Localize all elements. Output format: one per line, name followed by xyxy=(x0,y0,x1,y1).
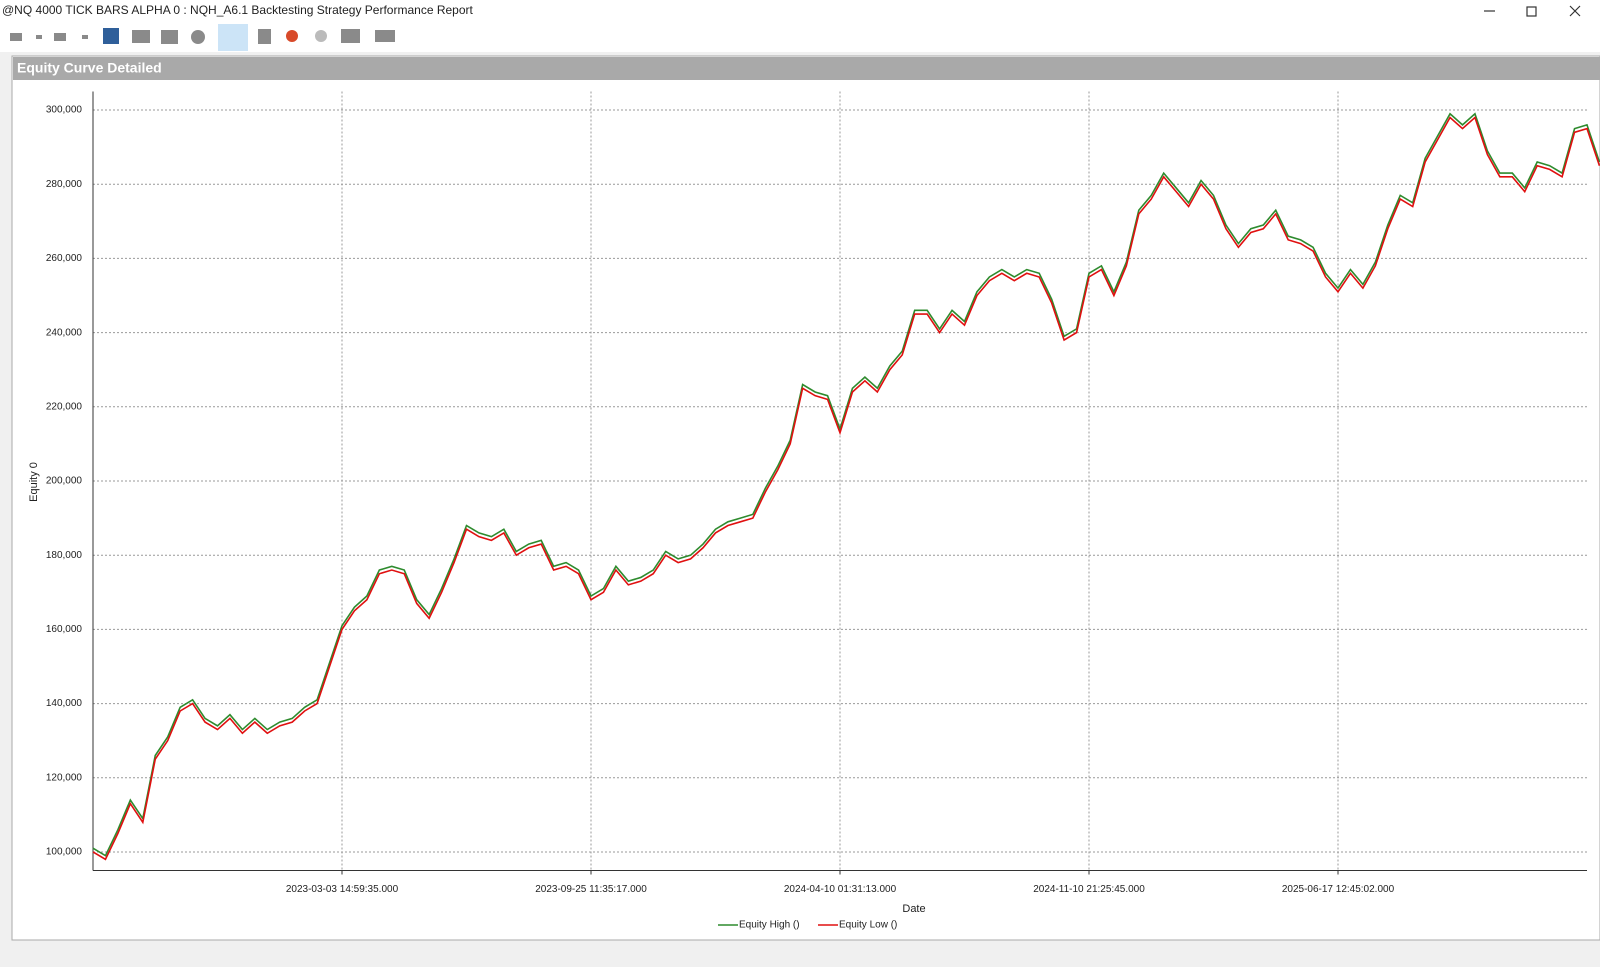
y-tick-label: 180,000 xyxy=(46,550,83,561)
back-drop[interactable] xyxy=(36,35,42,39)
x-tick-label: 2024-11-10 21:25:45.000 xyxy=(1033,884,1145,895)
back-button[interactable] xyxy=(10,33,22,41)
y-tick-label: 300,000 xyxy=(46,105,83,116)
title-bar xyxy=(0,0,1600,22)
y-tick-label: 100,000 xyxy=(46,847,83,858)
restore[interactable] xyxy=(1526,6,1537,17)
x-tick-label: 2024-04-10 01:31:13.000 xyxy=(784,884,897,895)
window-title: @NQ 4000 TICK BARS ALPHA 0 : NQH_A6.1 Ba… xyxy=(2,3,474,17)
fit-button[interactable] xyxy=(341,29,360,43)
close[interactable] xyxy=(1569,5,1581,17)
y-tick-label: 280,000 xyxy=(46,179,83,190)
forward-drop[interactable] xyxy=(82,35,88,39)
zoom-in-button[interactable] xyxy=(286,30,298,42)
panel-header xyxy=(13,57,1600,80)
zoom-out-button[interactable] xyxy=(315,30,327,42)
window-controls[interactable] xyxy=(1484,5,1581,17)
equity-line xyxy=(92,112,1600,857)
print-button[interactable] xyxy=(161,30,178,44)
x-tick-label: 2023-03-03 14:59:35.000 xyxy=(286,884,399,895)
panel-title: Equity Curve Detailed xyxy=(17,60,162,76)
y-tick-label: 160,000 xyxy=(46,624,83,635)
y-tick-label: 240,000 xyxy=(46,327,83,338)
forward-button[interactable] xyxy=(54,33,66,41)
y-tick-label: 120,000 xyxy=(46,772,83,783)
x-axis-label: Date xyxy=(902,903,925,915)
style-button[interactable] xyxy=(375,30,395,42)
toolbar-icons[interactable] xyxy=(10,24,395,51)
crosshair-button[interactable] xyxy=(218,24,248,51)
legend-label: Equity High () xyxy=(739,920,800,931)
pan-button[interactable] xyxy=(258,29,271,44)
x-tick-label: 2025-06-17 12:45:02.000 xyxy=(1282,884,1395,895)
legend-label: Equity Low () xyxy=(839,920,897,931)
y-tick-label: 220,000 xyxy=(46,401,83,412)
x-tick-label: 2023-09-25 11:35:17.000 xyxy=(535,884,647,895)
export-button[interactable] xyxy=(132,30,150,43)
panel xyxy=(11,55,1600,941)
save-button[interactable] xyxy=(103,28,119,44)
y-tick-label: 260,000 xyxy=(46,253,83,264)
y-tick-label: 200,000 xyxy=(46,476,83,487)
equity-line xyxy=(92,116,1600,861)
settings-button[interactable] xyxy=(191,30,205,44)
y-tick-label: 140,000 xyxy=(46,698,83,709)
y-axis-label: Equity 0 xyxy=(28,462,40,502)
